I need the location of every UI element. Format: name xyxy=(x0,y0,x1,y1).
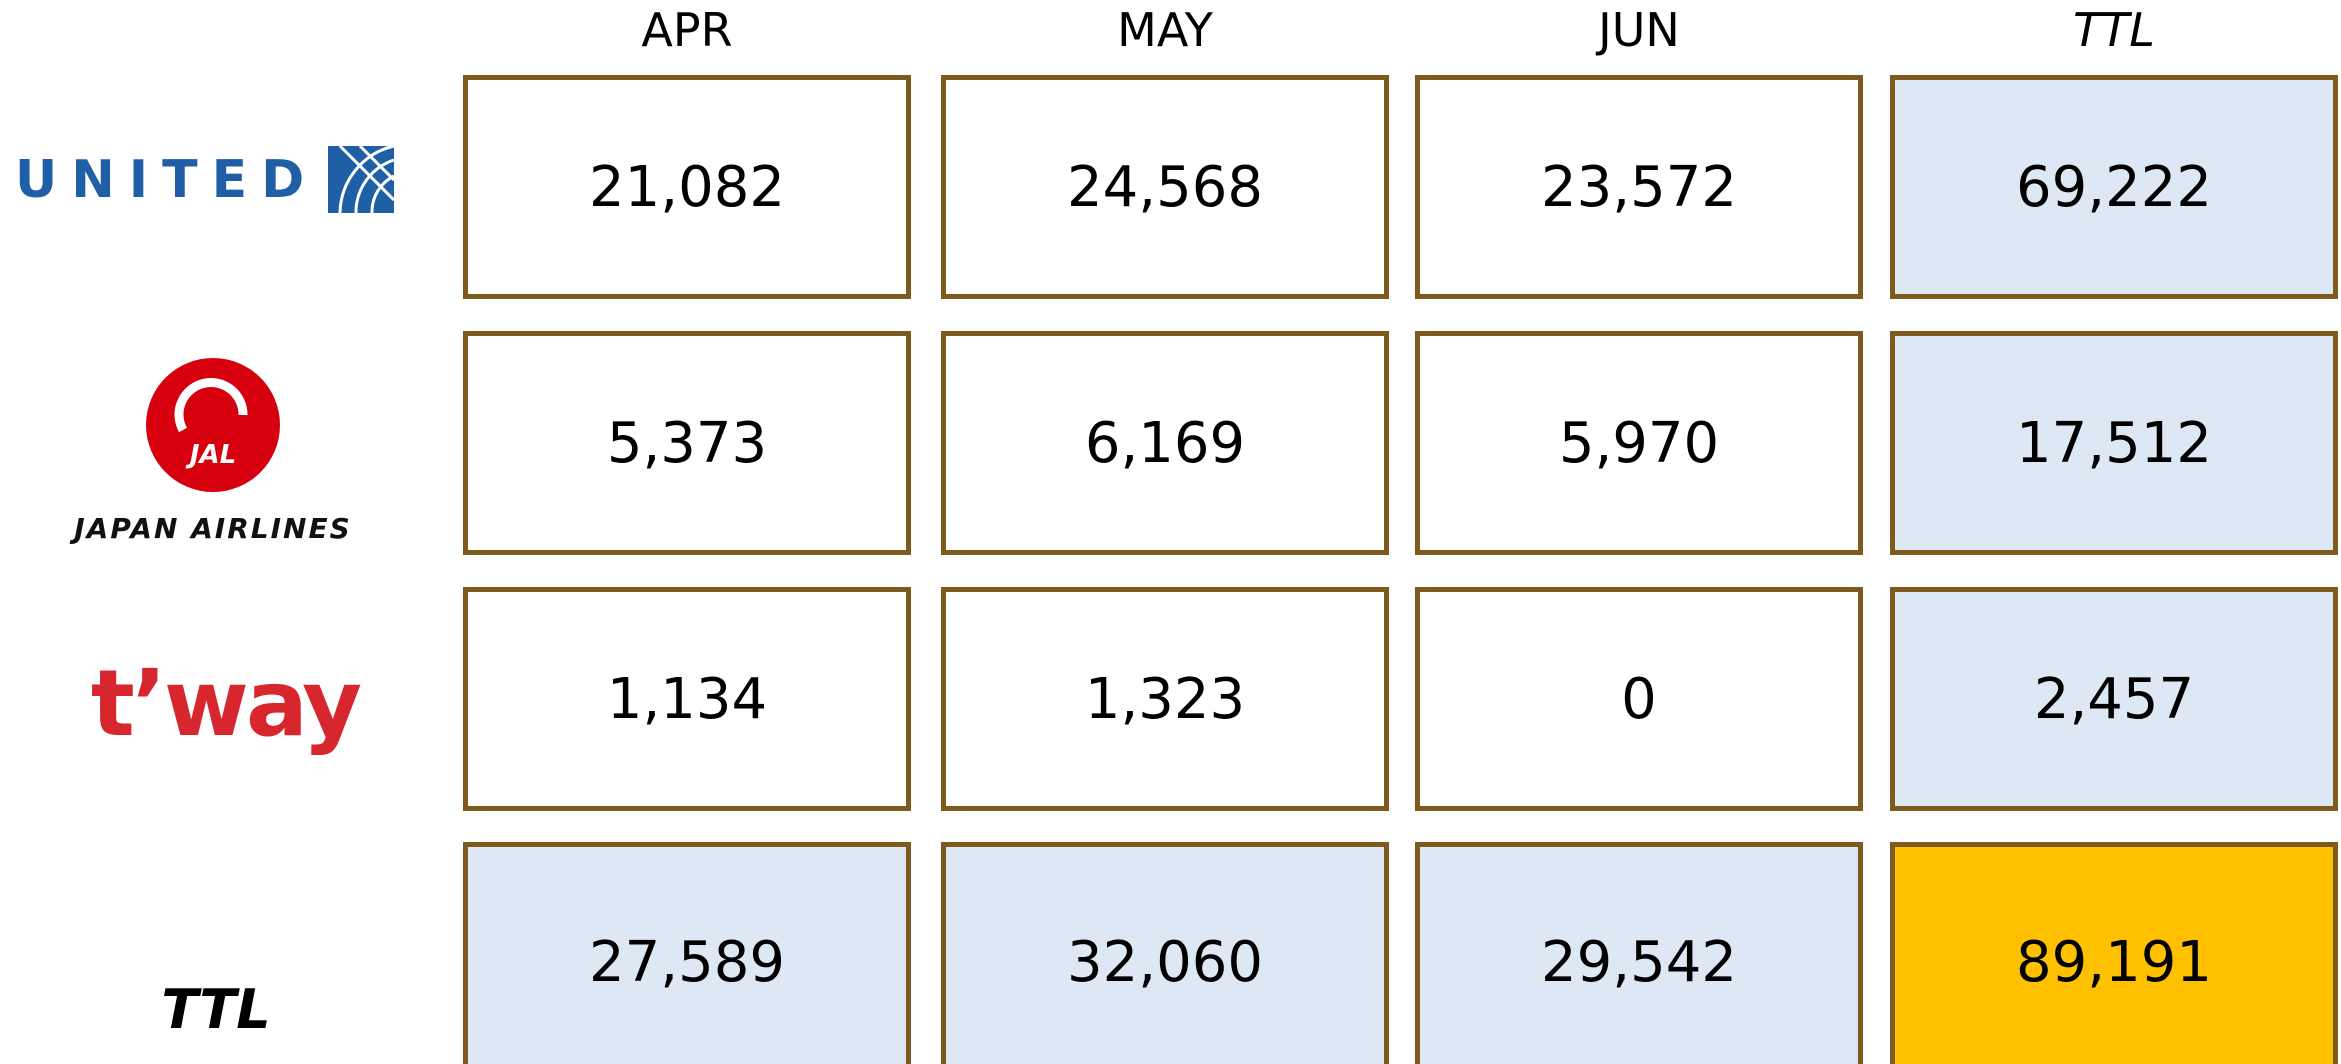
jal-emblem xyxy=(146,358,280,492)
logos xyxy=(146,144,396,492)
column-header: JUN xyxy=(1598,3,1680,57)
value-cell: 17,512 xyxy=(1890,331,2338,555)
value-cell: 29,542 xyxy=(1415,842,1863,1064)
airline-label: JAL xyxy=(189,440,237,470)
value-cell: 2,457 xyxy=(1890,587,2338,811)
value-cell: 69,222 xyxy=(1890,75,2338,299)
value-cell: 21,082 xyxy=(463,75,911,299)
column-header: TTL xyxy=(2073,3,2155,57)
value-cell: 5,373 xyxy=(463,331,911,555)
airline-label: TTL xyxy=(161,978,271,1041)
value-cell: 5,970 xyxy=(1415,331,1863,555)
column-header: APR xyxy=(641,3,733,57)
value-cell: 32,060 xyxy=(941,842,1389,1064)
value-cell: 1,134 xyxy=(463,587,911,811)
value-cell: 89,191 xyxy=(1890,842,2338,1064)
column-header: MAY xyxy=(1117,3,1213,57)
value-cell: 23,572 xyxy=(1415,75,1863,299)
airline-label: JAPAN AIRLINES xyxy=(74,512,352,545)
airline-label: UNITED xyxy=(15,150,319,210)
value-cell: 1,323 xyxy=(941,587,1389,811)
value-cell: 24,568 xyxy=(941,75,1389,299)
value-cell: 27,589 xyxy=(463,842,911,1064)
value-cell: 6,169 xyxy=(941,331,1389,555)
value-cell: 0 xyxy=(1415,587,1863,811)
united-globe xyxy=(328,144,396,214)
airline-label: t’way xyxy=(90,650,362,757)
